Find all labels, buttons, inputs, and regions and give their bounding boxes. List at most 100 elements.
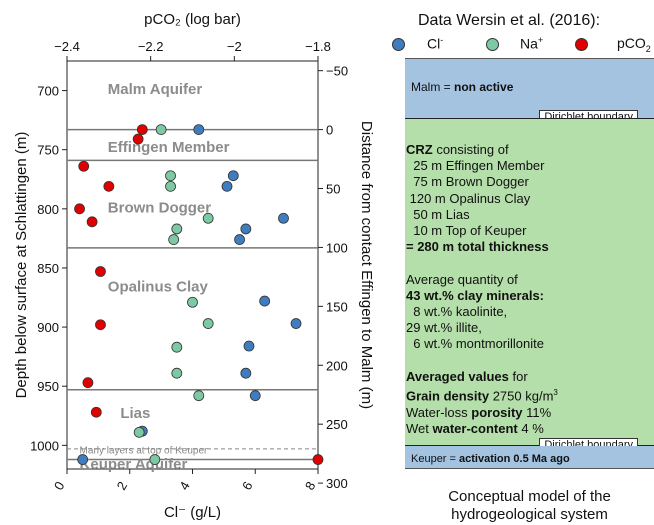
- right-tick-label: 0: [326, 123, 333, 138]
- unit-label: Lias: [120, 405, 150, 422]
- bottom-tick-label: 6: [239, 479, 256, 493]
- grain-density: Grain density 2750 kg/m3: [406, 388, 558, 404]
- clay-intro: Average quantity of: [406, 271, 518, 287]
- top-tick-label: −1.8: [305, 39, 331, 54]
- legend-pco2-marker: [575, 38, 588, 51]
- legend-pco2-label: pCO2: [617, 35, 651, 54]
- crz-line: 120 m Opalinus Clay: [406, 190, 531, 206]
- keuper-panel: Keuper = activation 0.5 Ma ago: [405, 446, 654, 469]
- left-axis-title: Depth below surface at Schlattingen (m): [13, 132, 30, 399]
- clay-line: 29 wt.% illite,: [406, 320, 482, 336]
- bottom-tick-label: 4: [176, 479, 193, 493]
- crz-line: 50 m Lias: [406, 206, 470, 222]
- pco2-point: [132, 133, 144, 145]
- left-tick-label: 700: [37, 84, 59, 99]
- top-tick-label: −2.2: [138, 39, 164, 54]
- clay-line: 8 wt.% kaolinite,: [406, 304, 508, 320]
- water-content: Wet water-content 4 %: [406, 420, 544, 436]
- pco2-point: [95, 319, 106, 331]
- cl-point: [240, 367, 252, 379]
- top-tick-label: −2: [227, 39, 242, 54]
- plot-frame: [66, 60, 319, 470]
- cl-point: [193, 124, 205, 135]
- legend-title: Data Wersin et al. (2016):: [418, 12, 601, 29]
- cl-point: [221, 180, 233, 192]
- left-tick-label: 850: [37, 261, 59, 276]
- keuper-text: Keuper = activation 0.5 Ma ago: [411, 453, 570, 465]
- legend-na-label: Na+: [520, 35, 544, 52]
- left-tick-label: 750: [37, 143, 59, 158]
- pco2-point: [82, 377, 94, 389]
- na-point: [187, 296, 198, 308]
- cl-point: [234, 234, 245, 245]
- na-point: [171, 341, 183, 353]
- pco2-point: [312, 454, 324, 465]
- bottom-axis-title: Cl⁻ (g/L): [164, 504, 221, 521]
- left-tick-label: 1000: [30, 438, 59, 453]
- cl-point: [243, 340, 255, 352]
- na-point: [168, 234, 180, 245]
- bottom-tick-label: 8: [302, 479, 319, 493]
- crz-line: 10 m Top of Keuper: [406, 223, 527, 239]
- top-tick-label: −2.4: [54, 39, 80, 54]
- na-point: [171, 223, 183, 235]
- right-tick-label: 50: [326, 182, 340, 197]
- legend-cl-marker: [392, 38, 405, 51]
- right-tick-label: 250: [326, 417, 348, 432]
- cl-point: [77, 454, 89, 465]
- unit-label: Keuper Aquifer: [80, 456, 188, 473]
- clay-line: 6 wt.% montmorillonite: [406, 336, 544, 352]
- crz-description: CRZ consisting of 25 m Effingen Member 7…: [406, 142, 652, 437]
- na-point: [165, 170, 176, 182]
- unit-label: Malm Aquifer: [108, 81, 203, 98]
- pco2-point: [90, 406, 102, 418]
- caption-line-1: Conceptual model of the: [448, 488, 611, 505]
- left-tick-label: 950: [37, 379, 59, 394]
- pco2-point: [74, 203, 85, 215]
- na-point: [165, 180, 176, 192]
- right-tick-label: 300: [326, 476, 348, 491]
- crz-line: 75 m Brown Dogger: [406, 174, 529, 190]
- clay-total: 43 wt.% clay minerals:: [406, 287, 545, 303]
- malm-panel: Malm = non active Dirichlet boundary: [405, 58, 654, 125]
- averaged-heading: Averaged values for: [406, 368, 528, 384]
- left-tick-label: 900: [37, 320, 59, 335]
- left-tick-label: 800: [37, 202, 59, 217]
- na-point: [193, 390, 205, 402]
- crz-line: 25 m Effingen Member: [406, 158, 545, 174]
- legend-na-marker: [486, 38, 499, 51]
- legend-cl-label: Cl-: [427, 35, 444, 52]
- right-tick-label: 150: [326, 299, 348, 314]
- right-tick-label: −50: [326, 64, 348, 79]
- pco2-point: [95, 266, 106, 277]
- na-point: [155, 124, 167, 135]
- caption-line-2: hydrogeological system: [451, 506, 608, 523]
- bottom-tick-label: 2: [114, 479, 131, 493]
- pco2-point: [86, 216, 98, 228]
- unit-label: Effingen Member: [108, 139, 230, 156]
- cl-point: [249, 390, 261, 402]
- figure-caption: Conceptual model of the hydrogeological …: [405, 488, 654, 524]
- malm-text: Malm = non active: [411, 80, 514, 94]
- bottom-tick-label: 0: [51, 479, 68, 493]
- cl-point: [227, 170, 239, 182]
- crz-panel: Dirichlet boundary: [405, 118, 654, 453]
- cl-point: [290, 318, 302, 329]
- top-axis-title: pCO₂ (log bar): [144, 11, 241, 28]
- right-tick-label: 200: [326, 358, 348, 373]
- na-point: [202, 318, 214, 329]
- porosity: Water-loss porosity 11%: [406, 404, 552, 420]
- depth-profile-chart: Malm Aquifer Effingen Member Brown Dogger O…: [13, 11, 375, 521]
- unit-label: Brown Dogger: [108, 199, 211, 216]
- na-point: [171, 367, 183, 379]
- crz-heading: CRZ consisting of: [406, 142, 509, 157]
- pco2-point: [103, 180, 115, 192]
- pco2-point: [78, 160, 90, 172]
- cl-point: [240, 223, 252, 235]
- pco2-point: [136, 124, 148, 135]
- unit-label: Marly layers at top of Keuper: [80, 446, 209, 457]
- cl-point: [278, 212, 289, 224]
- na-point: [133, 426, 145, 438]
- crz-total: = 280 m total thickness: [406, 239, 549, 255]
- na-point: [149, 454, 161, 465]
